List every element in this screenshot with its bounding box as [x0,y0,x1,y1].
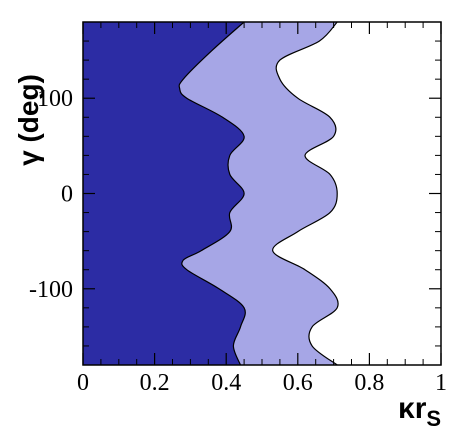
x-tick-label: 0.8 [354,370,384,396]
plot-area [82,21,442,366]
x-axis: 0 0.2 0.4 0.6 0.8 1 [77,22,447,396]
inner-boundary-line [178,21,246,366]
x-tick-label: 1 [435,370,447,396]
x-tick-label: 0.4 [211,370,241,396]
y-axis-title: γ (deg) [13,74,44,166]
y-tick-label: -100 [29,277,73,303]
x-tick-label: 0 [77,370,89,396]
outer-boundary-line [272,21,339,366]
x-tick-label: 0.6 [283,370,313,396]
x-tick-label: 0.2 [140,370,170,396]
y-tick-label: 100 [37,86,73,112]
y-tick-label: 0 [61,182,73,208]
y-axis: -100 0 100 [29,21,441,366]
x-axis-title: κrS [398,392,441,431]
